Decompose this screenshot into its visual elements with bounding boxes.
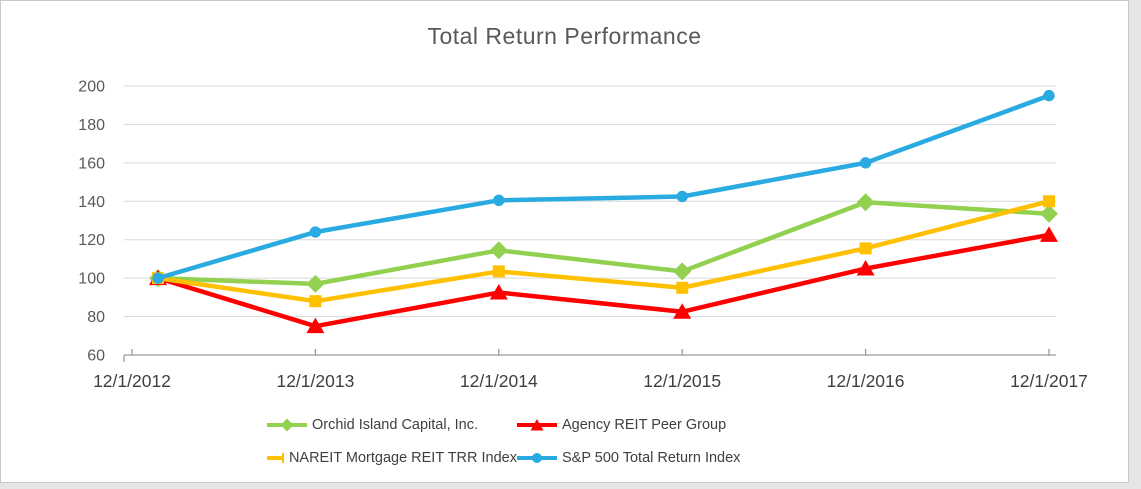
- data-point-circle: [859, 157, 872, 169]
- data-point-diamond: [306, 274, 325, 293]
- data-point-square: [1043, 195, 1055, 208]
- x-axis-label: 12/1/2015: [643, 371, 721, 391]
- legend-label: NAREIT Mortgage REIT TRR Index: [288, 450, 517, 466]
- data-point-circle: [676, 190, 688, 203]
- data-point-triangle: [306, 317, 325, 334]
- x-axis-label: 12/1/2017: [1010, 371, 1088, 391]
- data-point-circle: [493, 194, 505, 207]
- x-axis-label: 12/1/2012: [93, 371, 171, 391]
- legend-item-nareit-mortgage-reit-trr-index: NAREIT Mortgage REIT TRR Index: [267, 449, 517, 467]
- data-point-diamond: [856, 193, 875, 212]
- data-point-circle: [152, 272, 164, 284]
- y-axis-label: 80: [87, 309, 105, 326]
- chart-card: Total Return Performance 200 180 160 140 120…: [0, 0, 1129, 483]
- legend-row: Orchid Island Capital, Inc. Agency REIT P…: [267, 412, 740, 438]
- legend-row: NAREIT Mortgage REIT TRR Index S&P 500 To…: [267, 445, 740, 471]
- data-point-circle: [309, 226, 322, 238]
- series-line-square: [155, 199, 1052, 304]
- data-point-circle: [1043, 89, 1055, 102]
- data-point-triangle: [673, 303, 692, 319]
- series-line-triangle: [155, 232, 1052, 329]
- data-point-diamond: [489, 241, 508, 260]
- triangle-legend-icon: [517, 419, 557, 431]
- y-axis-label: 180: [78, 117, 105, 134]
- data-point-square: [859, 242, 872, 255]
- chart-title: Total Return Performance: [427, 23, 702, 49]
- data-point-triangle: [856, 260, 875, 276]
- y-axis-label: 60: [87, 348, 105, 365]
- x-axis-label: 12/1/2013: [276, 371, 354, 391]
- legend-item-s-p-500-total-return-index: S&P 500 Total Return Index: [517, 449, 740, 467]
- triangle-marker-glyph: [530, 419, 544, 431]
- y-axis-label: 160: [78, 155, 105, 172]
- diamond-marker-glyph: [280, 418, 294, 432]
- data-point-square: [676, 281, 689, 294]
- chart-legend: Orchid Island Capital, Inc. Agency REIT P…: [267, 412, 740, 471]
- y-axis-label: 120: [78, 232, 105, 249]
- legend-item-agency-reit-peer-group: Agency REIT Peer Group: [517, 416, 726, 434]
- data-point-diamond: [1040, 204, 1058, 223]
- data-point-triangle: [1040, 226, 1058, 242]
- square-legend-icon: [267, 453, 284, 463]
- data-point-diamond: [673, 262, 692, 281]
- legend-label: Orchid Island Capital, Inc.: [312, 417, 479, 433]
- series-line-diamond: [155, 199, 1052, 287]
- data-point-triangle: [489, 284, 508, 300]
- data-point-square: [309, 295, 322, 308]
- series-line-circle: [155, 93, 1052, 281]
- x-axis-label: 12/1/2014: [460, 371, 538, 391]
- y-axis-label: 200: [78, 79, 105, 96]
- line-chart: 200 180 160 140 120 100 80 60 12/1/2012 12/1/2013…: [78, 79, 1088, 392]
- y-axis-label: 140: [78, 194, 105, 211]
- square-marker-glyph: [282, 453, 284, 463]
- data-point-square: [492, 265, 505, 278]
- circle-marker-glyph: [532, 453, 542, 463]
- y-axis-label: 100: [78, 271, 105, 288]
- legend-item-orchid-island-capital-inc: Orchid Island Capital, Inc.: [267, 416, 517, 434]
- x-axis-label: 12/1/2016: [827, 371, 905, 391]
- circle-legend-icon: [517, 453, 557, 463]
- diamond-legend-icon: [267, 418, 307, 432]
- legend-label: S&P 500 Total Return Index: [562, 450, 741, 466]
- legend-label: Agency REIT Peer Group: [562, 417, 727, 433]
